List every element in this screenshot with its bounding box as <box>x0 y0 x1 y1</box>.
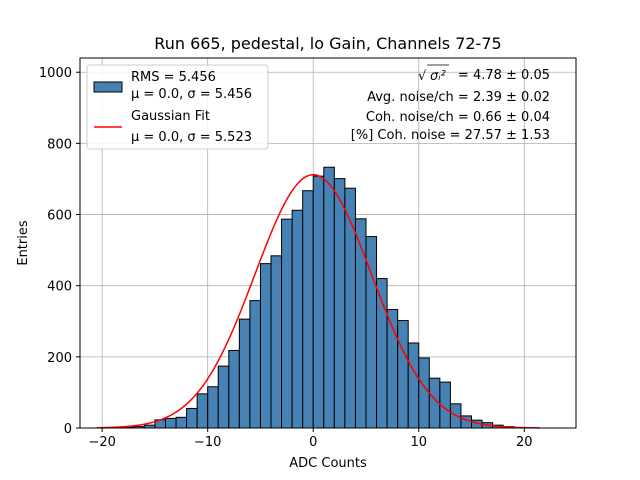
y-tick-label: 0 <box>64 422 72 437</box>
histogram-bar <box>238 318 251 429</box>
histogram-bar <box>175 416 188 429</box>
x-axis-label: ADC Counts <box>289 456 367 471</box>
histogram-bar <box>418 357 430 429</box>
y-tick-label: 800 <box>47 137 72 152</box>
legend-box <box>86 64 269 150</box>
histogram-bar <box>217 365 230 429</box>
histogram-bar <box>186 407 198 429</box>
noise-annotations: √ σᵢ² = 4.78 ± 0.05 Avg. noise/ch = 2.39… <box>351 64 550 143</box>
x-tick-label: 10 <box>410 435 427 450</box>
histogram-bar <box>164 417 177 429</box>
histogram-bar <box>344 187 356 429</box>
histogram-bar <box>249 300 261 429</box>
legend-histogram-params: μ = 0.0, σ = 5.456 <box>131 87 252 102</box>
histogram-bar <box>312 175 325 429</box>
annotation-coh-noise-percent: [%] Coh. noise = 27.57 ± 1.53 <box>351 128 550 143</box>
histogram-bar <box>397 320 409 429</box>
y-tick-label: 200 <box>47 351 72 366</box>
histogram-bar <box>207 386 219 429</box>
x-tick-label: −10 <box>194 435 221 450</box>
histogram-bar <box>302 190 314 429</box>
annotation-sigma-value: = 4.78 ± 0.05 <box>458 68 550 83</box>
legend-fit-label: Gaussian Fit <box>131 109 210 124</box>
histogram-bar <box>270 255 283 429</box>
histogram-bar <box>354 218 367 429</box>
histogram-bar <box>333 178 346 429</box>
gaussian-fit-curve <box>96 173 541 429</box>
y-tick-label: 400 <box>47 280 72 295</box>
x-tick-label: 20 <box>516 435 533 450</box>
legend-histogram-swatch <box>93 81 123 93</box>
legend-fit-params: μ = 0.0, σ = 5.523 <box>131 130 252 145</box>
histogram-bar <box>228 349 240 429</box>
legend-histogram-label: RMS = 5.456 <box>131 70 216 85</box>
annotation-sigma-symbol: σᵢ² <box>430 69 446 84</box>
annotation-coh-noise: Coh. noise/ch = 0.66 ± 0.04 <box>366 110 550 125</box>
histogram-bar <box>196 393 209 429</box>
annotation-avg-noise: Avg. noise/ch = 2.39 ± 0.02 <box>367 90 550 105</box>
legend: RMS = 5.456 μ = 0.0, σ = 5.456 Gaussian … <box>86 64 269 150</box>
plot-frame <box>79 57 577 429</box>
histogram-bar <box>323 166 335 429</box>
y-tick-label: 1000 <box>39 66 72 81</box>
x-tick-label: −20 <box>88 435 115 450</box>
x-tick-label: 0 <box>309 435 317 450</box>
y-tick-label: 600 <box>47 209 72 224</box>
histogram-bar <box>291 209 304 429</box>
y-axis-label: Entries <box>16 220 31 266</box>
chart-title: Run 665, pedestal, lo Gain, Channels 72-… <box>154 34 501 53</box>
histogram-bar <box>281 218 293 429</box>
annotation-sqrt-sign: √ <box>418 69 427 84</box>
histogram-bar <box>259 263 272 429</box>
histogram-bar <box>407 342 420 429</box>
